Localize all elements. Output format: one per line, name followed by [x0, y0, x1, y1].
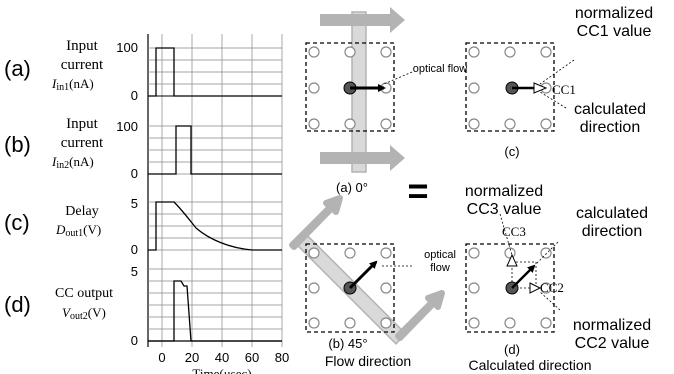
- x-tick-60: 60: [245, 350, 259, 365]
- panel-a-waveform: [148, 47, 282, 97]
- panel-a-tick-top: 100: [116, 40, 138, 55]
- cc1-label: CC1: [552, 82, 576, 97]
- calc-0-caption: (c): [504, 144, 519, 159]
- cc2-triangle: [529, 282, 542, 294]
- cc3-triangle: [506, 253, 518, 267]
- calculated-direction-caption: Calculated direction: [469, 357, 592, 373]
- cc1-triangle: [533, 82, 548, 94]
- x-tick-40: 40: [215, 350, 229, 365]
- panel-c-tick-zero: 0: [131, 242, 138, 257]
- calculated-direction-label-45: calculated direction: [576, 205, 648, 240]
- calc-45-diagram: normalized CC3 value CC3 calculated direct…: [465, 183, 651, 373]
- flow-arrow-upper: [289, 195, 343, 250]
- panel-a-letter: (a): [4, 56, 31, 81]
- flow-0-diagram: optical flow (a) 0°: [305, 7, 467, 195]
- panel-a-tick-zero: 0: [131, 88, 138, 103]
- flow-45-diagram: optical flow (b) 45° Flow direction: [289, 195, 456, 369]
- calc-0-diagram: normalized CC1 value CC1 calculated direct…: [465, 5, 653, 159]
- panel-d-grid: [148, 268, 282, 342]
- calculated-direction-arrow-45: [511, 264, 536, 289]
- panel-c-letter: (c): [4, 210, 30, 235]
- panel-a-symbol: Iin1(nA): [51, 76, 94, 93]
- normalized-cc3-label: normalized CC3 value: [465, 183, 543, 218]
- cc3-label: CC3: [502, 224, 526, 239]
- calc-45-caption: (d): [504, 342, 520, 357]
- panel-b-letter: (b): [4, 132, 31, 157]
- flow-arrow-top: [320, 7, 405, 33]
- equals-sign: =: [407, 170, 428, 211]
- x-tick-0: 0: [158, 350, 165, 365]
- panel-d-title: CC output: [55, 286, 113, 301]
- normalized-cc2-label: normalized CC2 value: [573, 317, 651, 352]
- panel-d-waveform: [148, 280, 282, 342]
- flow-arrow-bottom: [320, 145, 405, 171]
- pixel-grid-box: [465, 243, 555, 333]
- panel-b-title: Input: [66, 116, 98, 132]
- panel-c-title: Delay: [65, 204, 98, 219]
- pixel-grid-box: [305, 42, 395, 132]
- optical-flow-label: optical flow: [413, 63, 467, 75]
- flow-45-caption: (b) 45°: [328, 336, 367, 351]
- panel-a-grid: [148, 47, 282, 97]
- timing-diagrams: (a) Input current Iin1(nA) 100 0 (b) Inp…: [4, 34, 289, 374]
- flow-arrow-lower: [395, 290, 445, 341]
- x-tick-80: 80: [275, 350, 289, 365]
- panel-b-tick-zero: 0: [131, 166, 138, 181]
- panel-d-tick-zero: 0: [131, 333, 138, 348]
- panel-b-waveform: [148, 125, 282, 175]
- panel-b-tick-top: 100: [116, 119, 138, 134]
- optical-flow-label-45: optical flow: [424, 249, 456, 274]
- component-box: [511, 261, 537, 289]
- time-grid: [161, 34, 283, 347]
- panel-c-symbol: Dout1(V): [55, 222, 101, 239]
- panel-c-waveform: [148, 201, 282, 251]
- panel-c-grid: [148, 201, 282, 251]
- pixel-grid-box: [465, 42, 555, 132]
- optical-flow-arrow-45: [348, 260, 378, 290]
- cc2-label: CC2: [540, 280, 564, 295]
- panel-d-letter: (d): [4, 292, 31, 317]
- normalized-cc1-label: normalized CC1 value: [575, 5, 653, 40]
- flow-direction-caption: Flow direction: [325, 353, 411, 369]
- panel-a-title2: current: [61, 57, 104, 73]
- panel-b-title2: current: [61, 135, 104, 151]
- panel-b-grid: [148, 125, 282, 175]
- panel-c-tick-top: 5: [131, 196, 138, 211]
- panel-a-title: Input: [66, 38, 98, 54]
- x-axis-label: Time(μsec): [192, 366, 251, 374]
- x-tick-20: 20: [185, 350, 199, 365]
- panel-d-symbol: Vout2(V): [62, 305, 106, 322]
- panel-b-symbol: Iin2(nA): [51, 154, 94, 171]
- flow-0-caption: (a) 0°: [336, 180, 368, 195]
- calculated-direction-label: calculated direction: [574, 101, 646, 136]
- panel-d-tick-top: 5: [131, 264, 138, 279]
- pixel-grid-box: [305, 243, 395, 333]
